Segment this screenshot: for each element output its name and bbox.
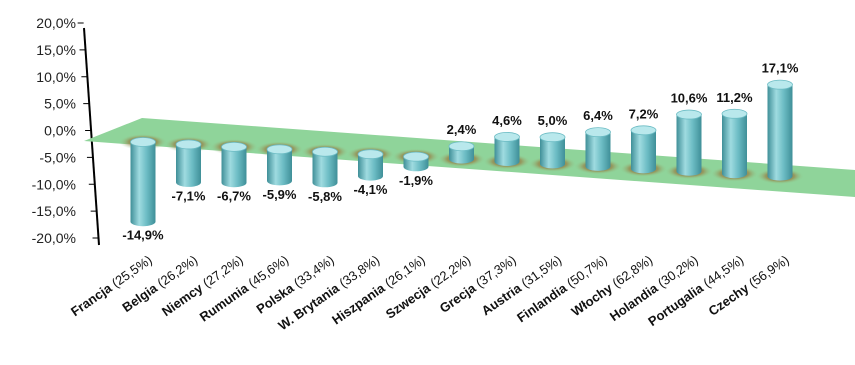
- bar: [357, 149, 384, 181]
- bar: [721, 108, 748, 179]
- category-label: Francja (25,5%): [68, 252, 155, 319]
- y-axis: [83, 27, 100, 246]
- bar: [221, 141, 247, 188]
- bar-top: [130, 137, 156, 147]
- bar-body: [312, 151, 338, 188]
- bar-body: [176, 144, 201, 187]
- bar-body: [130, 142, 156, 227]
- bar-top: [494, 132, 520, 142]
- bar-body: [722, 113, 747, 179]
- data-label: -5,9%: [263, 187, 297, 202]
- data-label: 17,1%: [762, 61, 799, 76]
- bar-top: [721, 108, 748, 119]
- bar-top: [221, 141, 247, 152]
- data-label: 4,6%: [492, 113, 522, 128]
- bar: [266, 144, 293, 186]
- bar: [585, 127, 611, 171]
- bar-body: [358, 154, 383, 181]
- bar-body: [267, 149, 292, 186]
- bar-top: [767, 79, 793, 90]
- bar-body: [631, 130, 656, 174]
- bar: [448, 141, 475, 164]
- bar-body: [767, 84, 793, 181]
- bar-top: [630, 125, 657, 136]
- bar-body: [494, 136, 520, 167]
- bar-top: [312, 146, 338, 157]
- bar-top: [266, 144, 293, 155]
- bar-body: [676, 114, 702, 176]
- bar-top: [539, 132, 566, 143]
- data-label: 2,4%: [447, 122, 477, 137]
- category-label: Czechy (56,9%): [706, 252, 792, 319]
- bar-body: [449, 146, 474, 164]
- bar-top: [357, 149, 384, 160]
- bar-top: [403, 151, 429, 162]
- bar: [130, 137, 156, 227]
- bar: [630, 125, 657, 174]
- data-label: 10,6%: [671, 91, 708, 106]
- bar-body: [585, 132, 611, 171]
- y-tick-label: 5,0%: [44, 96, 76, 112]
- bar-top: [585, 127, 611, 138]
- y-tick-label: -20,0%: [32, 230, 76, 246]
- y-tick-label: -15,0%: [32, 203, 76, 219]
- bar-body: [221, 146, 247, 188]
- bar: [403, 151, 429, 172]
- y-tick-label: -5,0%: [39, 149, 76, 165]
- y-tick-label: 10,0%: [36, 69, 76, 85]
- bar-top: [175, 139, 202, 150]
- data-label: -14,9%: [122, 228, 164, 243]
- data-label: -5,8%: [308, 189, 342, 204]
- data-label: 11,2%: [716, 90, 753, 105]
- data-label: 7,2%: [629, 106, 659, 121]
- y-tick-label: 20,0%: [36, 15, 76, 31]
- value-labels: -14,9% -7,1% -6,7% -5,9% -5,8% -4,1% -1,9% 2,4%…: [122, 61, 798, 243]
- y-axis-line: [83, 27, 100, 246]
- bar-body: [540, 137, 565, 169]
- bar-top: [676, 109, 702, 120]
- data-label: -6,7%: [217, 189, 251, 204]
- bar: [175, 139, 202, 187]
- data-label: -4,1%: [354, 182, 388, 197]
- category-labels: Francja (25,5%)Belgia (26,2%)Niemcy (27,…: [68, 252, 792, 333]
- bar-top: [448, 141, 475, 152]
- bar: [767, 79, 793, 181]
- bars: [130, 79, 793, 227]
- bar: [676, 109, 702, 176]
- bar: [539, 132, 566, 169]
- data-label: -7,1%: [172, 188, 206, 203]
- data-label: 6,4%: [583, 108, 613, 123]
- bar: [312, 146, 338, 188]
- y-tick-labels: 20,0% 15,0% 10,0% 5,0% 0,0% -5,0% -10,0% -15,0%…: [32, 15, 99, 246]
- y-tick-label: 0,0%: [44, 123, 76, 139]
- y-tick-label: 15,0%: [36, 42, 76, 58]
- data-label: -1,9%: [399, 173, 433, 188]
- y-tick-label: -10,0%: [32, 176, 76, 192]
- data-label: 5,0%: [538, 113, 568, 128]
- bar: [494, 132, 520, 167]
